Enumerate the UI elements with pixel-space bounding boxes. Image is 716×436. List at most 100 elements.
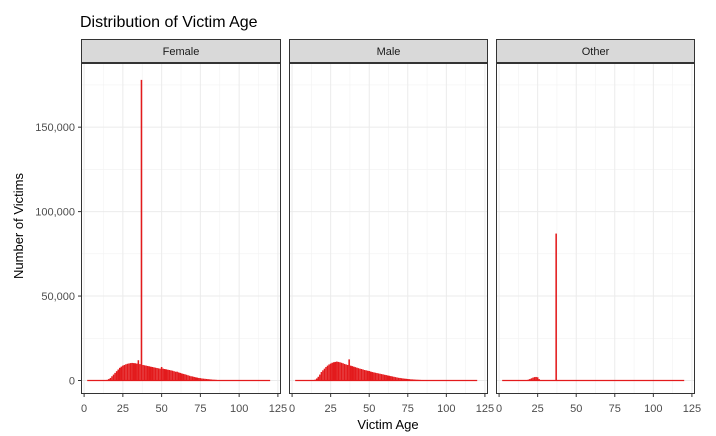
histogram-bar <box>337 361 340 381</box>
histogram-bar <box>391 376 394 381</box>
histogram-bar <box>165 369 168 381</box>
histogram-bar <box>529 378 531 381</box>
histogram-bar <box>417 379 420 381</box>
histogram-bar <box>349 365 352 381</box>
histogram-bar <box>413 379 415 381</box>
histogram-bar <box>188 375 191 381</box>
histogram-bar <box>356 367 358 381</box>
histogram-bar <box>157 368 160 381</box>
histogram-bar <box>373 372 375 381</box>
histogram-bar <box>131 362 133 381</box>
histogram-bar <box>190 376 192 381</box>
histogram-bar <box>204 378 206 381</box>
histogram-bar <box>328 364 330 381</box>
histogram-bar <box>425 380 428 381</box>
histogram-bar <box>112 374 115 381</box>
x-tick-label: 25 <box>325 403 337 415</box>
histogram-bar <box>137 360 140 381</box>
histogram-bar <box>126 363 129 381</box>
facet-strip-label: Other <box>582 46 610 58</box>
histogram-bar <box>315 378 318 381</box>
histogram-bar <box>376 373 378 381</box>
chart-title: Distribution of Victim Age <box>80 14 258 31</box>
y-tick-label: 100,000 <box>35 207 75 219</box>
histogram-bar <box>331 362 333 381</box>
histogram-bar <box>407 378 409 381</box>
histogram-bar <box>383 374 386 381</box>
histogram-bar <box>400 378 403 381</box>
histogram-bar <box>353 366 355 381</box>
histogram-bar <box>149 366 152 381</box>
histogram-bar <box>423 380 426 381</box>
x-tick-label: 0 <box>496 403 502 415</box>
histogram-bar <box>411 379 414 381</box>
histogram-bar <box>408 379 411 381</box>
histogram-bar <box>191 376 194 381</box>
histogram-bar <box>346 364 349 381</box>
histogram-bar <box>170 370 172 381</box>
y-tick-label: 150,000 <box>35 122 75 134</box>
histogram-bar <box>196 377 199 381</box>
histogram-bar <box>388 375 391 381</box>
histogram-bar <box>129 363 132 381</box>
histogram-bar <box>420 379 423 381</box>
histogram-bar <box>215 379 217 381</box>
histogram-bar <box>371 372 374 381</box>
histogram-bar <box>399 377 401 381</box>
histogram-bar <box>213 379 216 381</box>
histogram-bar <box>146 365 149 381</box>
histogram-bar <box>382 374 384 381</box>
histogram-bar <box>212 379 214 381</box>
histogram-bar <box>380 374 383 381</box>
histogram-bar <box>365 370 367 381</box>
histogram-bar <box>210 379 213 381</box>
x-tick-label: 125 <box>476 403 494 415</box>
histogram-bar <box>386 375 389 381</box>
histogram-bar <box>422 380 424 381</box>
histogram-bar <box>359 368 361 381</box>
x-tick-label: 100 <box>230 403 248 415</box>
x-tick-label: 100 <box>437 403 455 415</box>
histogram-bar <box>340 362 343 381</box>
histogram-bar <box>377 373 380 381</box>
panel-border <box>81 63 281 394</box>
facet-panel-other: Other 0 25 50 75 100 125 <box>496 39 701 415</box>
histogram-bar <box>332 362 335 381</box>
histogram-bar <box>117 369 119 381</box>
facet-strip <box>81 39 281 63</box>
histogram-bar <box>397 377 400 381</box>
histogram-bar <box>343 363 346 381</box>
histogram-bar <box>334 361 337 381</box>
histogram-bar <box>108 378 110 381</box>
x-tick-label: 25 <box>117 403 129 415</box>
histogram-bar <box>154 367 157 381</box>
histogram-bar <box>374 372 377 381</box>
histogram-bar <box>527 379 530 381</box>
histogram-bar <box>362 369 364 381</box>
histogram-bar <box>114 372 116 381</box>
histogram-bar <box>176 371 178 381</box>
x-tick-label: 75 <box>609 403 621 415</box>
histogram-bar <box>535 376 537 381</box>
histogram-bar <box>177 372 180 381</box>
histogram-bar <box>132 363 135 381</box>
histogram-bar <box>122 365 124 381</box>
histogram-bar <box>123 364 126 381</box>
histogram-bar <box>323 368 326 381</box>
histogram-bar <box>385 375 387 381</box>
histogram-bar <box>320 372 323 381</box>
histogram-bar <box>533 377 536 381</box>
x-axis-title: Victim Age <box>357 417 418 432</box>
histogram-bar <box>325 366 327 381</box>
histogram-bar <box>414 379 417 381</box>
histogram-bar <box>530 378 533 381</box>
histogram-bar <box>198 377 200 381</box>
histogram-bar <box>366 370 369 381</box>
histogram-bar <box>194 377 197 381</box>
histogram-bar <box>538 379 540 381</box>
histogram-bar <box>403 378 406 381</box>
x-tick-label: 125 <box>683 403 701 415</box>
panel-border <box>289 63 488 394</box>
y-axis-title: Number of Victims <box>11 173 26 279</box>
